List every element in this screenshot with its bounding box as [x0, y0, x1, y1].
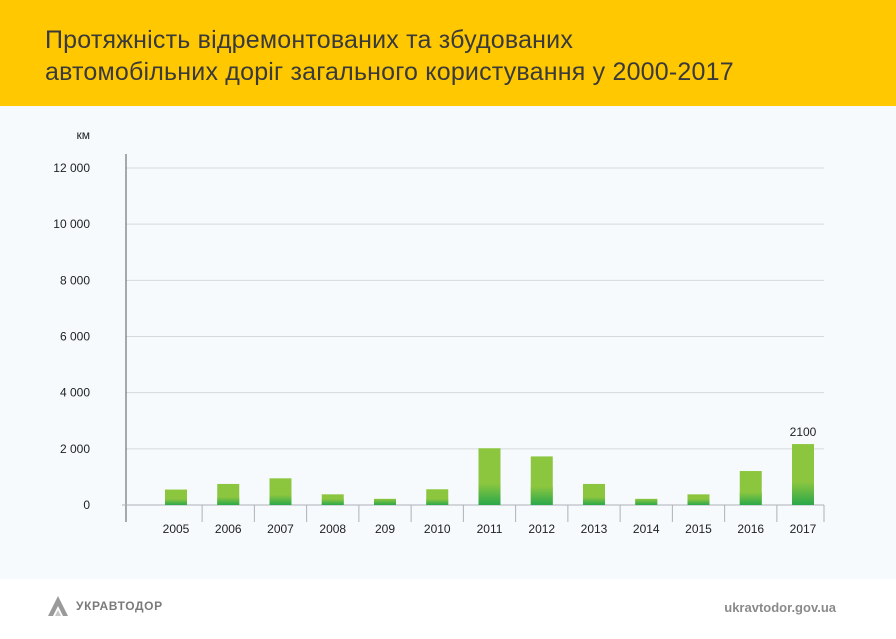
- bar-group: [217, 483, 240, 505]
- y-axis-label: км: [77, 128, 91, 142]
- bar-group: [687, 494, 710, 505]
- x-tick-label: 2008: [319, 522, 346, 536]
- bar-base: [687, 499, 710, 505]
- bar-group: [165, 489, 187, 505]
- x-tick-label: 2017: [790, 522, 817, 536]
- y-tick-label: 12 000: [53, 161, 90, 175]
- chart-title-line-2: автомобільних доріг загального користува…: [45, 58, 734, 86]
- bar-group: [269, 478, 292, 505]
- x-tick-label: 2005: [163, 522, 190, 536]
- bar-group: [635, 498, 658, 505]
- x-tick-label: 2014: [633, 522, 660, 536]
- bar-base: [583, 496, 605, 505]
- y-tick-label: 10 000: [53, 217, 90, 231]
- bar-base: [217, 496, 240, 505]
- bar-base: [530, 486, 553, 505]
- x-tick-label: 2016: [737, 522, 764, 536]
- bar-group: [583, 483, 605, 505]
- x-tick-label: 2012: [528, 522, 555, 536]
- brand-logo[interactable]: УКРАВТОДОР: [46, 593, 163, 619]
- x-tick-label: 2006: [215, 522, 242, 536]
- header-banner: Протяжність відремонтованих та збудовани…: [0, 0, 896, 106]
- bar-group: [321, 494, 344, 505]
- x-tick-label: 2010: [424, 522, 451, 536]
- y-tick-label: 4 000: [60, 386, 90, 400]
- y-tick-label: 8 000: [60, 273, 90, 287]
- bar-group: [478, 448, 501, 505]
- x-tick-label: 209: [375, 522, 395, 536]
- ukravtodor-logo-icon: [48, 596, 68, 616]
- chart-area: 0 2 000 4 000 6 000 8 000 10 000 12 000 км 2005 2…: [0, 106, 896, 579]
- bar-base: [321, 499, 344, 505]
- bar-base: [792, 481, 814, 505]
- bar-base: [739, 492, 762, 505]
- bar-base: [635, 499, 658, 505]
- bar-base: [478, 483, 501, 505]
- bar-group: [530, 456, 553, 505]
- bar-group: [739, 471, 762, 505]
- x-tick-label: 2013: [581, 522, 608, 536]
- bar-base: [165, 499, 187, 505]
- bar-chart: 0 2 000 4 000 6 000 8 000 10 000 12 000 км 2005 2…: [53, 128, 825, 536]
- x-tick-label: 2007: [267, 522, 294, 536]
- footer: УКРАВТОДОР ukravtodor.gov.ua: [0, 579, 896, 639]
- bar-group: [792, 444, 814, 505]
- brand-name: УКРАВТОДОР: [76, 599, 163, 613]
- x-tick-label: 2015: [685, 522, 712, 536]
- y-tick-label: 6 000: [60, 330, 90, 344]
- chart-title-line-1: Протяжність відремонтованих та збудовани…: [45, 26, 574, 54]
- bar-group: [426, 489, 449, 505]
- site-link[interactable]: ukravtodor.gov.ua: [724, 600, 836, 615]
- bar-base: [426, 499, 449, 505]
- data-label: 2100: [790, 425, 817, 439]
- y-tick-label: 0: [83, 498, 90, 512]
- bar-base: [374, 499, 396, 505]
- y-tick-label: 2 000: [60, 442, 90, 456]
- bar-base: [269, 494, 292, 505]
- x-tick-label: 2011: [477, 522, 503, 536]
- bar-group: [374, 498, 396, 505]
